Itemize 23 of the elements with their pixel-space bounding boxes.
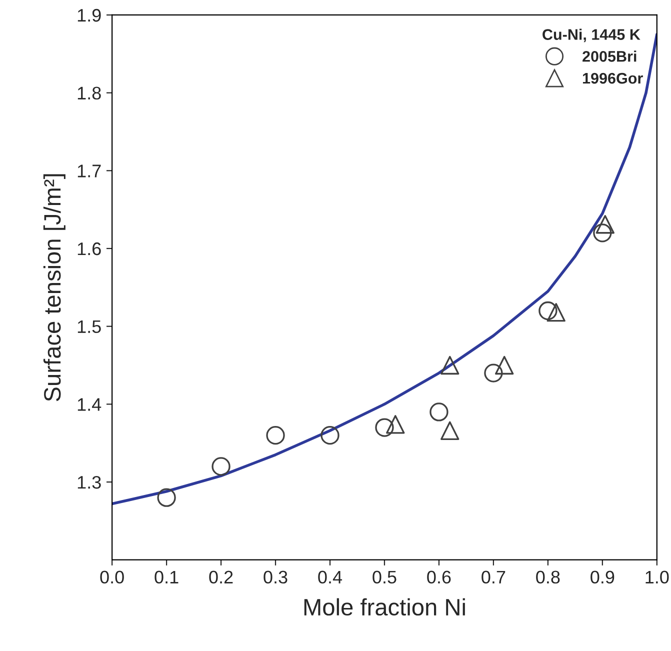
x-tick-label: 0.2 [209,570,233,584]
legend-title: Cu-Ni, 1445 K [542,28,640,42]
y-tick-label: 1.6 [78,242,101,256]
y-tick-label: 1.7 [78,164,101,178]
y-tick-label: 1.8 [78,86,101,100]
x-tick-label: 0.8 [536,570,560,584]
x-axis-title: Mole fraction Ni [304,598,465,616]
y-tick-label: 1.5 [78,320,101,334]
legend-label: 1996Gor [582,72,643,84]
x-tick-label: 1.0 [646,570,669,584]
y-tick-label: 1.3 [78,476,101,489]
legend-label: 2005Bri [582,50,636,62]
x-tick-label: 0.7 [482,570,506,584]
y-axis-title: Surface tension [J/m²] [43,174,66,402]
x-tick-label: 0.4 [318,570,342,584]
x-tick-label: 0.6 [427,570,451,584]
x-tick-label: 0.9 [590,570,614,584]
y-tick-label: 1.4 [78,398,102,411]
x-tick-label: 0.1 [154,570,178,584]
x-tick-label: 0.5 [372,570,396,584]
x-tick-label: 0.0 [100,570,124,584]
y-tick-label: 1.9 [78,8,101,22]
x-tick-label: 0.3 [264,570,288,584]
